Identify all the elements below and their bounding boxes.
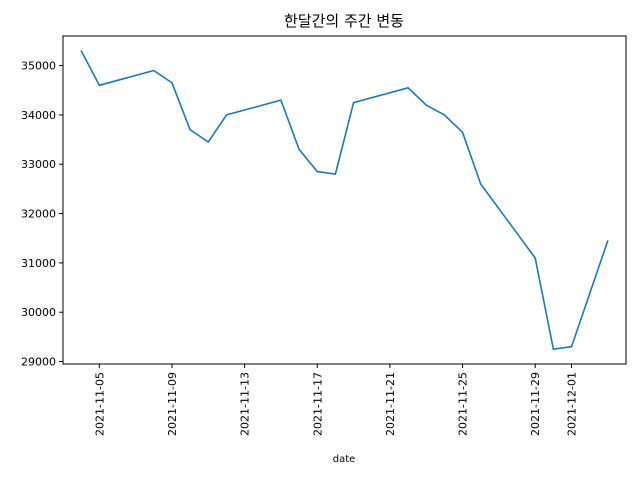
x-tick-label: 2021-11-21 [384, 372, 397, 436]
data-point [225, 114, 228, 116]
data-point [443, 114, 445, 116]
x-tick-label: 2021-11-05 [93, 372, 106, 436]
data-point [207, 141, 209, 143]
y-tick-label: 31000 [21, 257, 56, 270]
data-point [153, 69, 155, 72]
y-tick-label: 30000 [21, 306, 56, 319]
y-axis: 29000 30000 31000 32000 33000 34000 35000 [21, 60, 63, 369]
x-tick-label: 2021-12-01 [566, 372, 579, 436]
chart-title: 한달간의 주간 변동 [284, 12, 404, 30]
data-point [316, 171, 318, 173]
data-point [552, 348, 554, 350]
data-point [171, 82, 173, 84]
y-tick-label: 34000 [21, 109, 56, 122]
x-tick-label: 2021-11-17 [311, 372, 324, 436]
x-tick-label: 2021-11-29 [529, 372, 542, 436]
data-point [352, 101, 355, 104]
data-point [570, 346, 573, 348]
x-tick-label: 2021-11-09 [166, 372, 179, 436]
x-axis: 2021-11-05 2021-11-09 2021-11-13 2021-11-17… [93, 364, 579, 436]
data-point [407, 87, 409, 89]
x-tick-label: 2021-11-13 [239, 372, 252, 436]
data-point [98, 84, 100, 86]
x-tick-label: 2021-11-25 [457, 372, 470, 436]
data-point [280, 99, 282, 101]
x-axis-label: date [333, 454, 356, 465]
series-line [80, 50, 609, 351]
y-tick-label: 35000 [21, 60, 56, 73]
data-point [334, 173, 337, 175]
y-tick-label: 33000 [21, 158, 56, 171]
y-tick-label: 29000 [21, 356, 56, 369]
data-point [298, 148, 300, 151]
plot-line-layer [80, 50, 609, 351]
data-point [189, 129, 191, 131]
data-point [461, 131, 464, 133]
data-point [425, 104, 427, 106]
y-tick-label: 32000 [21, 208, 56, 221]
plot-frame [62, 35, 627, 365]
data-point [534, 257, 536, 259]
data-point [480, 183, 482, 185]
data-point [607, 240, 609, 242]
data-point [80, 50, 82, 52]
